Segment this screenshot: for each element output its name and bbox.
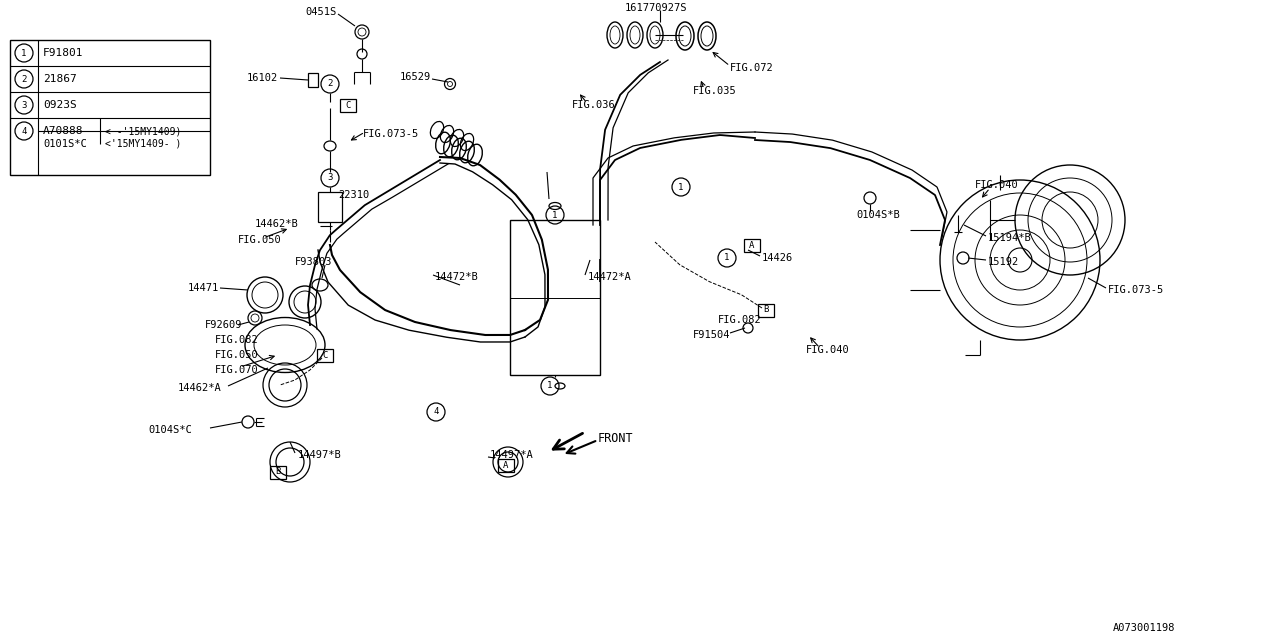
Bar <box>317 192 342 222</box>
Text: 14497*B: 14497*B <box>298 450 342 460</box>
Text: 16102: 16102 <box>247 73 278 83</box>
Text: 14497*A: 14497*A <box>490 450 534 460</box>
Text: A70888: A70888 <box>44 126 83 136</box>
Text: 1: 1 <box>548 381 553 390</box>
Bar <box>270 465 285 479</box>
Text: F92609: F92609 <box>205 320 242 330</box>
Text: FIG.040: FIG.040 <box>975 180 1019 190</box>
Bar <box>10 40 210 175</box>
Text: C: C <box>346 100 351 109</box>
Text: A: A <box>749 241 755 250</box>
Text: 14472*B: 14472*B <box>435 272 479 282</box>
Text: A: A <box>503 461 508 470</box>
Text: B: B <box>275 467 280 477</box>
Text: F91801: F91801 <box>44 48 83 58</box>
Text: B: B <box>763 305 769 314</box>
Text: 1: 1 <box>22 49 27 58</box>
Bar <box>498 458 515 472</box>
Text: FIG.050: FIG.050 <box>238 235 282 245</box>
Text: 16529: 16529 <box>399 72 431 82</box>
Text: FIG.073-5: FIG.073-5 <box>1108 285 1165 295</box>
Text: 2: 2 <box>328 79 333 88</box>
Text: 14472*A: 14472*A <box>588 272 632 282</box>
Text: 4: 4 <box>434 408 439 417</box>
Text: FIG.082: FIG.082 <box>718 315 762 325</box>
Text: FIG.036: FIG.036 <box>572 100 616 110</box>
Text: A073001198: A073001198 <box>1112 623 1175 633</box>
Text: 1: 1 <box>552 211 558 220</box>
Text: < -'15MY1409): < -'15MY1409) <box>105 126 182 136</box>
Text: FIG.082: FIG.082 <box>215 335 259 345</box>
Text: 14462*B: 14462*B <box>255 219 298 229</box>
Text: <'15MY1409- ): <'15MY1409- ) <box>105 139 182 149</box>
Bar <box>744 239 760 252</box>
Bar <box>758 303 774 317</box>
Text: 4: 4 <box>22 127 27 136</box>
Text: 0923S: 0923S <box>44 100 77 110</box>
Text: 0104S*B: 0104S*B <box>856 210 900 220</box>
Text: FIG.070: FIG.070 <box>215 365 259 375</box>
Text: 2: 2 <box>22 74 27 83</box>
Bar <box>509 220 600 375</box>
Text: FIG.073-5: FIG.073-5 <box>364 129 420 139</box>
Text: 15194*B: 15194*B <box>988 233 1032 243</box>
Text: 3: 3 <box>328 173 333 182</box>
Text: 161770927S: 161770927S <box>625 3 687 13</box>
Bar <box>340 99 356 111</box>
Text: 14471: 14471 <box>188 283 219 293</box>
Text: FIG.072: FIG.072 <box>730 63 773 73</box>
Text: 14462*A: 14462*A <box>178 383 221 393</box>
Text: 1: 1 <box>724 253 730 262</box>
Text: C: C <box>323 351 328 360</box>
Text: 22310: 22310 <box>338 190 369 200</box>
Bar <box>308 73 317 87</box>
Text: 1: 1 <box>678 182 684 191</box>
Text: F93803: F93803 <box>294 257 333 267</box>
Text: 14426: 14426 <box>762 253 794 263</box>
Text: FRONT: FRONT <box>598 431 634 445</box>
Text: FIG.035: FIG.035 <box>692 86 737 96</box>
Text: 3: 3 <box>22 100 27 109</box>
Text: FIG.040: FIG.040 <box>806 345 850 355</box>
Text: 0104S*C: 0104S*C <box>148 425 192 435</box>
Text: 21867: 21867 <box>44 74 77 84</box>
Text: 0451S: 0451S <box>305 7 337 17</box>
Text: FIG.050: FIG.050 <box>215 350 259 360</box>
Text: 0101S*C: 0101S*C <box>44 139 87 149</box>
Text: 15192: 15192 <box>988 257 1019 267</box>
Bar <box>317 349 333 362</box>
Text: F91504: F91504 <box>692 330 731 340</box>
